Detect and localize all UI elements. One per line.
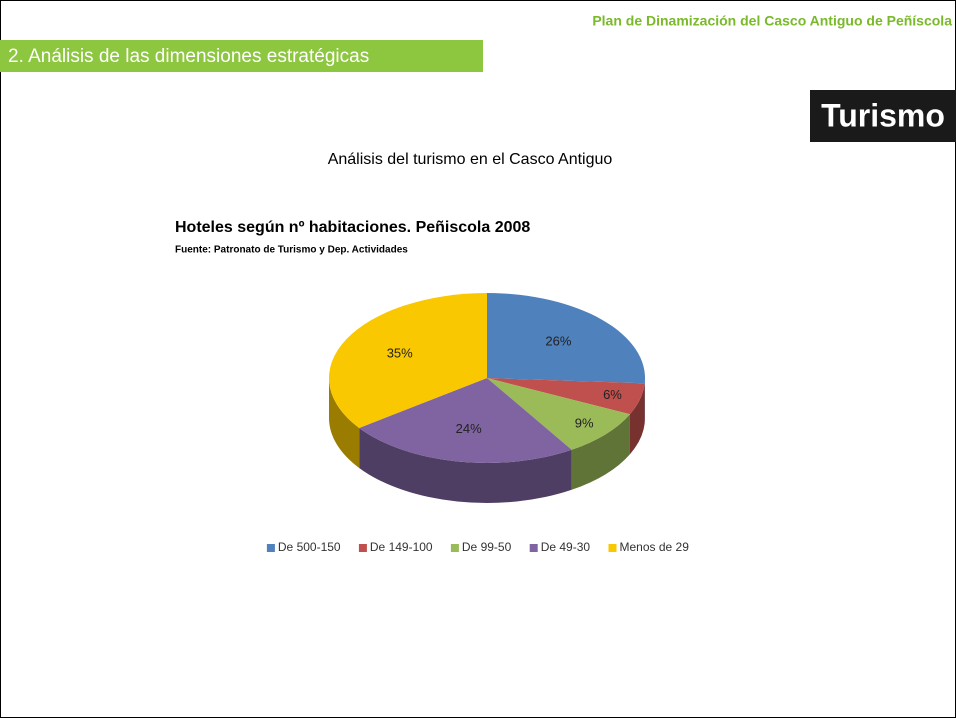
tag: Turismo <box>821 97 945 133</box>
legend-label: De 99-50 <box>462 540 512 554</box>
slice <box>487 378 645 415</box>
legend-label: De 49-30 <box>541 540 591 554</box>
chart-subtitle: Fuente: Patronato de Turismo y Dep. Acti… <box>175 245 408 256</box>
data-label: 6% <box>603 387 622 402</box>
slice-side <box>359 427 572 504</box>
slice <box>359 378 572 464</box>
legend-label: Menos de 29 <box>620 540 690 554</box>
section-bar <box>0 40 483 72</box>
data-label: 24% <box>456 421 482 436</box>
slice <box>487 378 630 450</box>
heading: Análisis del turismo en el Casco Antiguo <box>328 151 613 168</box>
legend-label: De 149-100 <box>370 540 433 554</box>
section-title: 2. Análisis de las dimensiones estratégi… <box>8 46 369 67</box>
chart-title: Hoteles según nº habitaciones. Peñiscola… <box>175 219 530 236</box>
legend-swatch <box>358 544 367 552</box>
legend-swatch <box>529 544 538 552</box>
slice <box>329 293 487 428</box>
tag-box <box>810 90 956 142</box>
data-label: 35% <box>387 346 413 361</box>
doc-title: Plan de Dinamización del Casco Antiguo d… <box>592 13 952 29</box>
slice-side <box>329 378 360 468</box>
legend-label: De 500-150 <box>278 540 341 554</box>
data-label: 9% <box>575 416 594 431</box>
slice-side <box>571 414 630 490</box>
slice-side <box>629 383 645 455</box>
legend-swatch <box>608 544 617 552</box>
slice <box>487 293 646 384</box>
data-label: 26% <box>545 333 571 348</box>
legend-swatch <box>266 544 275 552</box>
legend-swatch <box>450 544 459 552</box>
